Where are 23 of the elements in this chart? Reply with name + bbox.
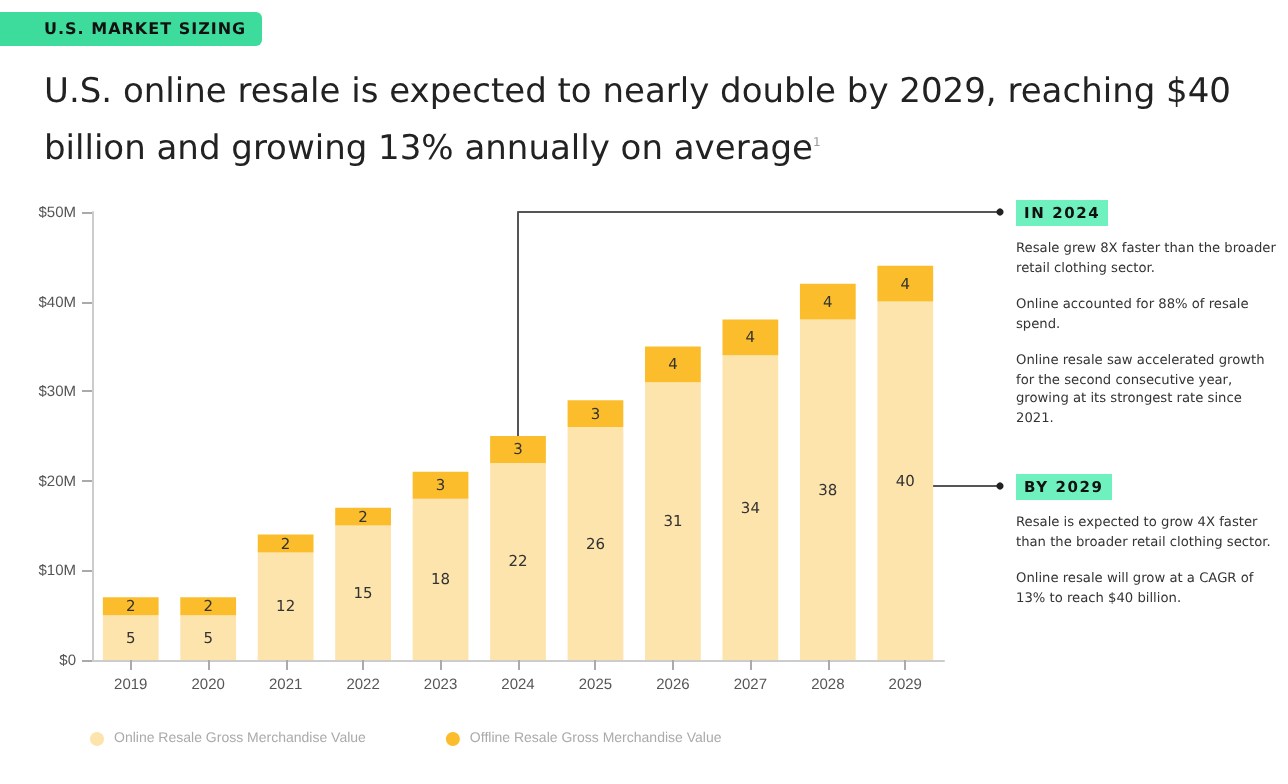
bar (645, 346, 701, 383)
bar (490, 462, 546, 660)
bar (722, 319, 779, 356)
bar (102, 615, 159, 660)
bar (799, 283, 856, 320)
bar (257, 552, 314, 660)
bar (722, 355, 779, 660)
bar (102, 597, 159, 616)
bar (567, 400, 624, 428)
bar (412, 471, 469, 499)
bar (877, 265, 934, 302)
bar (567, 427, 624, 660)
bar (180, 615, 237, 660)
chart-subtitle: U.S. MARKET SIZING (0, 12, 263, 46)
bar (877, 301, 934, 660)
chart-title: U.S. online resale is expected to nearly double by 2029, reaching $40 billion and growing 13% annually on average$^{1}$ (44, 70, 1233, 174)
bar (335, 525, 391, 660)
bar (645, 382, 701, 660)
bar (335, 507, 391, 526)
bar (180, 597, 237, 616)
bar (490, 436, 546, 463)
bar (412, 498, 469, 660)
bar (799, 319, 856, 660)
